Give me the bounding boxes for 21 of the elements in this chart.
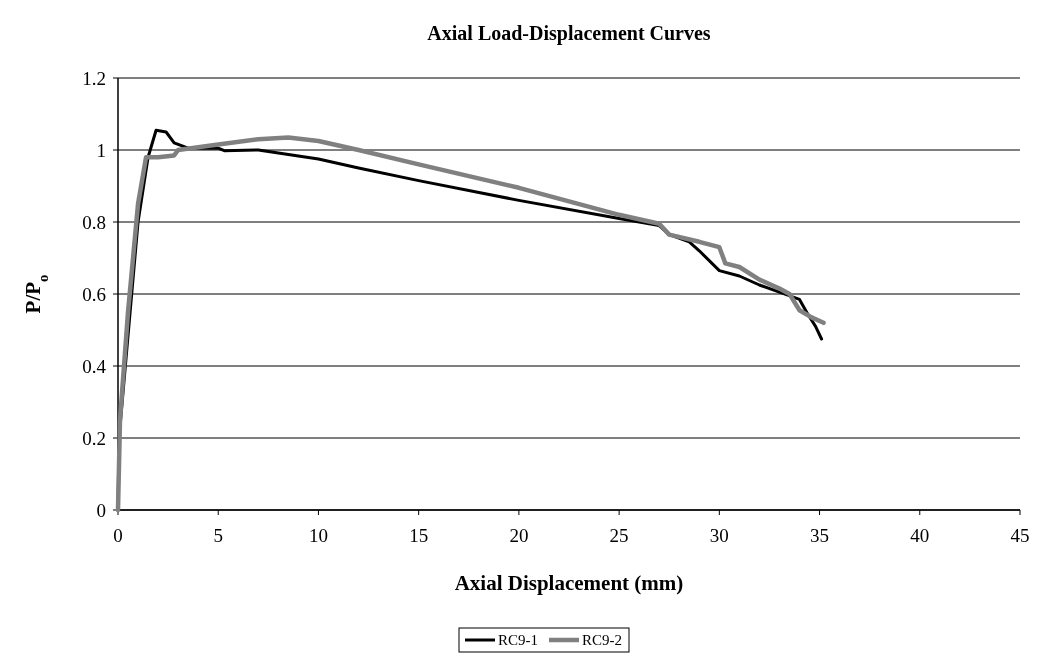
y-tick-label: 0 — [96, 499, 106, 521]
x-axis-title: Axial Displacement (mm) — [454, 571, 684, 595]
legend-label: RC9-2 — [582, 632, 623, 649]
x-tick-label: 0 — [113, 525, 123, 546]
x-tick-label: 15 — [409, 525, 429, 546]
x-tick-label: 25 — [609, 525, 629, 546]
x-tick-label: 30 — [709, 525, 729, 546]
x-tick-label: 10 — [308, 525, 328, 546]
y-tick-label: 0.4 — [82, 355, 107, 377]
chart-title: Axial Load-Displacement Curves — [427, 22, 711, 45]
y-tick-label: 0.8 — [82, 211, 106, 233]
y-tick-label: 0.2 — [82, 427, 106, 449]
y-tick-label: 1.2 — [82, 67, 106, 89]
y-tick-label: 1 — [96, 139, 106, 161]
x-tick-label: 20 — [509, 525, 529, 546]
y-tick-label: 0.6 — [82, 283, 106, 305]
x-tick-label: 45 — [1010, 525, 1030, 546]
x-tick-label: 40 — [910, 525, 930, 546]
legend-label: RC9-1 — [498, 632, 539, 649]
x-tick-label: 5 — [213, 525, 223, 546]
x-tick-label: 35 — [810, 525, 830, 546]
